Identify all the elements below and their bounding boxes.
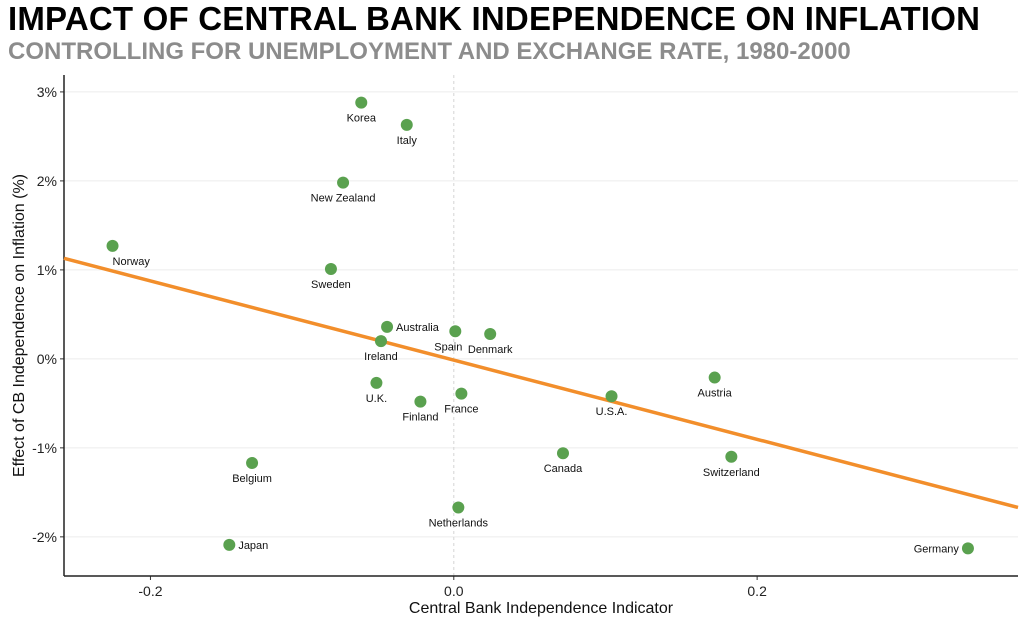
point-label: Germany [914,543,960,555]
point-label: Korea [347,113,377,125]
point-label: Italy [397,135,418,147]
data-point [961,542,974,555]
chart-subtitle: CONTROLLING FOR UNEMPLOYMENT AND EXCHANG… [8,38,851,65]
y-tick-label: 0% [37,351,57,367]
point-label: Austria [698,388,733,400]
data-point [381,320,394,333]
y-tick-label: 3% [37,84,57,100]
point-label: Belgium [232,473,272,485]
point-label: Ireland [364,351,398,363]
data-point [556,447,569,460]
data-point [223,538,236,551]
trend-line [63,256,1019,510]
point-label: Canada [544,463,583,475]
point-label: New Zealand [311,193,376,205]
data-point [337,176,350,189]
x-tick-label: 0.0 [444,583,464,599]
data-point [455,387,468,400]
data-point [725,450,738,463]
point-label: Finland [402,412,438,424]
point-label: Denmark [468,344,513,356]
data-point [708,371,721,384]
data-point [374,335,387,348]
point-label: U.K. [366,393,387,405]
point-label: Spain [434,341,462,353]
data-point [106,239,119,252]
data-point [449,325,462,338]
data-point [400,118,413,131]
x-tick-label: 0.2 [747,583,767,599]
data-point [370,376,383,389]
x-tick-label: -0.2 [138,583,162,599]
y-tick-label: 1% [37,262,57,278]
data-point [246,456,259,469]
point-label: Switzerland [703,467,760,479]
y-tick-label: -1% [32,440,57,456]
data-point [324,262,337,275]
data-point [355,96,368,109]
data-point [484,327,497,340]
point-label: France [444,404,478,416]
y-tick-label: -2% [32,529,57,545]
point-label: Netherlands [429,517,489,529]
y-axis-label: Effect of CB Independence on Inflation (… [11,174,28,477]
data-point [452,501,465,514]
point-label: Japan [238,540,268,552]
point-label: Sweden [311,279,351,291]
point-label: U.S.A. [596,406,628,418]
point-label: Australia [396,322,440,334]
x-axis-label: Central Bank Independence Indicator [409,600,674,617]
y-tick-label: 2% [37,173,57,189]
data-point [605,390,618,403]
chart-title: IMPACT OF CENTRAL BANK INDEPENDENCE ON I… [8,0,981,37]
data-point [414,395,427,408]
point-label: Norway [113,256,151,268]
